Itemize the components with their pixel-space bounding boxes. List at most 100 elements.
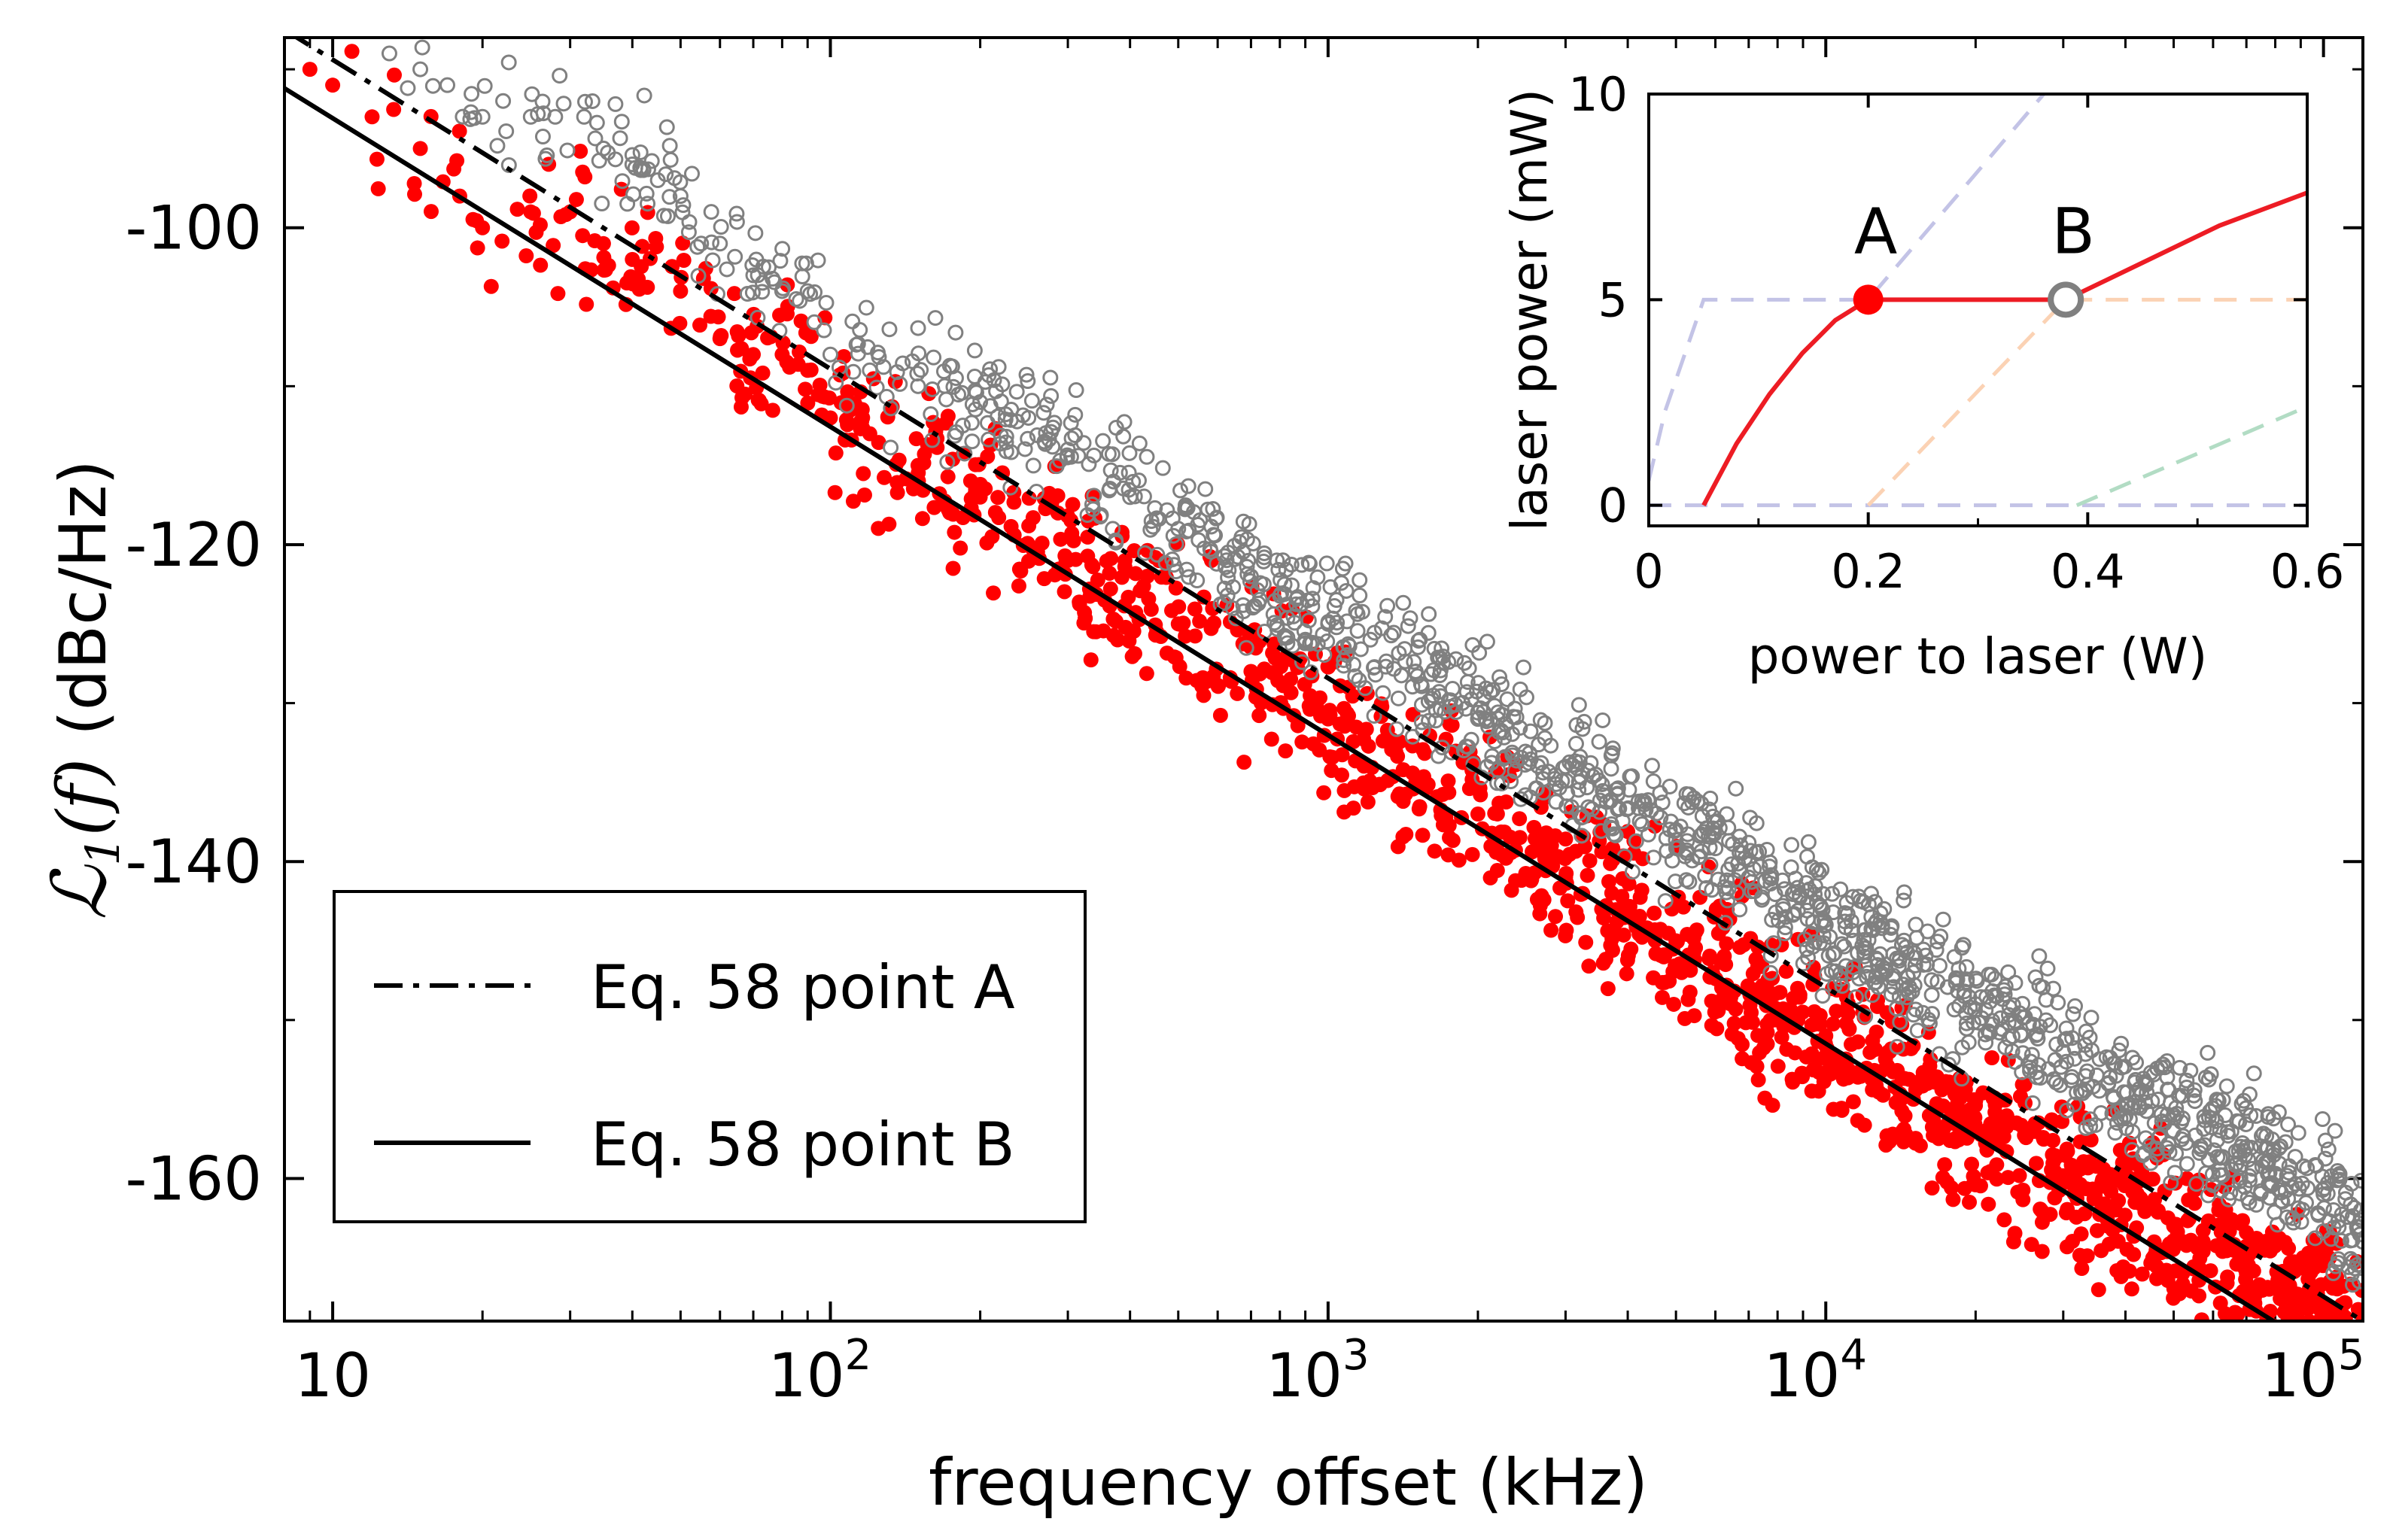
scatter-point-open	[1777, 919, 1793, 936]
scatter-point-filled	[2219, 1275, 2235, 1291]
scatter-point-open	[1564, 757, 1580, 773]
scatter-point-open	[1111, 464, 1128, 481]
scatter-point-open	[2334, 1206, 2350, 1223]
scatter-point-filled	[1750, 1072, 1766, 1088]
scatter-point-filled	[1253, 695, 1269, 711]
scatter-point-filled	[1993, 1119, 2009, 1134]
scatter-point-filled	[1626, 845, 1642, 861]
scatter-point-open	[1746, 861, 1762, 877]
scatter-point-open	[1518, 689, 1534, 706]
scatter-point-open	[964, 433, 981, 450]
scatter-point-open	[850, 336, 866, 352]
scatter-point-open	[1823, 962, 1840, 979]
scatter-point-open	[658, 166, 674, 183]
scatter-point-open	[2048, 1074, 2064, 1091]
scatter-point-open	[2179, 1072, 2195, 1089]
scatter-point-filled	[1713, 955, 1729, 970]
scatter-point-filled	[1444, 717, 1460, 733]
scatter-point-open	[1181, 569, 1197, 585]
scatter-point-filled	[2047, 1190, 2063, 1206]
scatter-point-open	[1701, 840, 1718, 856]
scatter-point-open	[2118, 1107, 2134, 1124]
scatter-point-filled	[2126, 1247, 2142, 1262]
scatter-point-open	[1767, 886, 1783, 903]
scatter-point-filled	[1290, 718, 1306, 734]
scatter-point-open	[1378, 658, 1394, 675]
scatter-point-open	[1833, 936, 1850, 952]
scatter-point-open	[1816, 918, 1832, 934]
scatter-point-open	[1563, 799, 1580, 816]
scatter-point-open	[2236, 1179, 2253, 1195]
scatter-point-open	[1042, 369, 1059, 386]
scatter-point-filled	[1578, 934, 1594, 950]
scatter-point-open	[1296, 623, 1312, 639]
main-series	[284, 38, 2363, 1321]
scatter-point-open	[1221, 562, 1237, 579]
scatter-point-filled	[631, 281, 647, 297]
scatter-point-filled	[1139, 666, 1154, 682]
scatter-point-open	[1130, 472, 1147, 489]
scatter-point-filled	[2273, 1291, 2288, 1307]
scatter-point-open	[1339, 647, 1355, 664]
scatter-point-open	[2328, 1258, 2344, 1274]
scatter-point-open	[2203, 1119, 2220, 1135]
scatter-point-open	[1784, 886, 1801, 903]
scatter-point-filled	[2045, 1161, 2060, 1177]
scatter-point-filled	[1417, 746, 1433, 761]
scatter-point-filled	[865, 371, 881, 387]
scatter-point-filled	[509, 202, 525, 217]
scatter-point-filled	[406, 175, 422, 191]
scatter-point-open	[439, 77, 456, 93]
scatter-point-open	[464, 86, 480, 102]
scatter-point-filled	[1171, 599, 1187, 615]
scatter-point-open	[1521, 755, 1537, 771]
scatter-point-filled	[1896, 1071, 1912, 1086]
inset-x-tick-label: 0.4	[2051, 544, 2125, 599]
scatter-point-filled	[1083, 652, 1099, 668]
scatter-point-open	[2014, 995, 2031, 1012]
scatter-point-filled	[1324, 763, 1339, 779]
scatter-point-open	[2029, 1026, 2045, 1043]
scatter-point-filled	[1713, 980, 1729, 996]
scatter-point-filled	[1532, 898, 1548, 913]
scatter-point-open	[1265, 606, 1282, 623]
scatter-point-open	[939, 454, 956, 470]
scatter-point-filled	[880, 409, 895, 425]
scatter-point-open	[1008, 384, 1025, 400]
scatter-point-open	[412, 61, 429, 77]
scatter-point-filled	[1337, 718, 1353, 734]
scatter-point-open	[1507, 763, 1523, 779]
scatter-point-open	[1448, 704, 1464, 721]
scatter-point-filled	[587, 233, 603, 249]
scatter-point-open	[1800, 834, 1817, 850]
scatter-point-open	[690, 268, 707, 284]
scatter-point-filled	[1646, 970, 1662, 986]
scatter-point-open	[1367, 667, 1384, 683]
scatter-point-open	[1493, 676, 1510, 693]
main-plot: 10 102 103 104 105-100-120-140-160 frequency…	[35, 36, 2364, 1520]
scatter-point-open	[2240, 1152, 2257, 1168]
scatter-point-open	[539, 147, 555, 163]
scatter-point-filled	[2235, 1283, 2251, 1299]
scatter-point-open	[883, 439, 899, 456]
scatter-point-open	[2280, 1116, 2297, 1133]
scatter-point-filled	[1205, 600, 1221, 616]
scatter-point-filled	[792, 344, 807, 360]
operating-point-label: B	[2051, 194, 2095, 268]
scatter-point-open	[1583, 800, 1600, 817]
scatter-point-open	[1522, 723, 1539, 740]
scatter-point-open	[1783, 859, 1799, 876]
scatter-point-filled	[1263, 731, 1279, 747]
scatter-point-open	[534, 93, 551, 110]
scatter-point-open	[1786, 884, 1803, 901]
scatter-point-open	[2012, 1026, 2029, 1043]
scatter-point-open	[1614, 813, 1631, 829]
scatter-point-open	[2242, 1107, 2259, 1124]
scatter-point-open	[1920, 923, 1936, 940]
scatter-point-open	[1491, 669, 1508, 685]
scatter-point-filled	[1013, 563, 1029, 579]
scatter-point-filled	[1411, 801, 1427, 817]
scatter-point-open	[744, 284, 761, 301]
scatter-point-open	[1832, 881, 1849, 898]
scatter-point-filled	[1345, 688, 1361, 704]
